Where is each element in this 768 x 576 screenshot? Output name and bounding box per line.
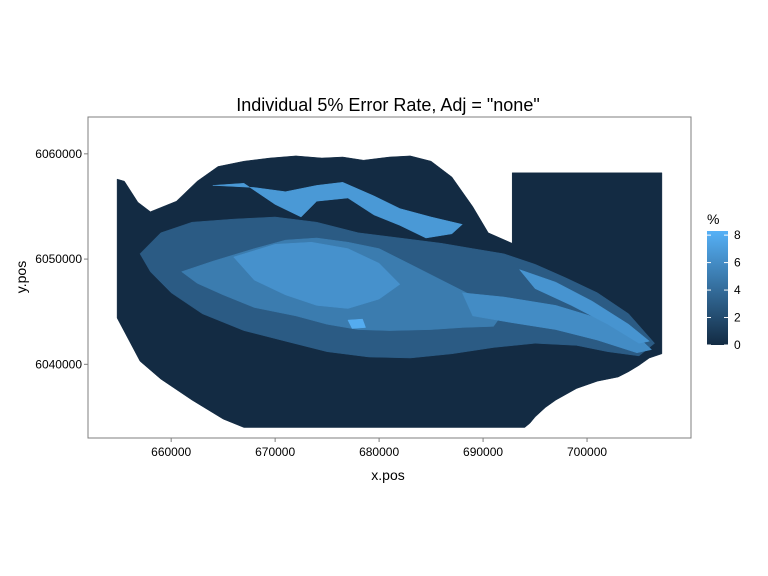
y-axis-title: y.pos: [13, 261, 29, 293]
heatmap-region-4: [212, 182, 463, 239]
legend-title: %: [707, 211, 719, 227]
x-tick-label: 670000: [255, 445, 295, 459]
legend-tick-label: 0: [734, 338, 741, 352]
heatmap-region-5: [461, 292, 653, 354]
x-tick-label: 680000: [359, 445, 399, 459]
legend-ticks: 0 2 4 6 8: [707, 228, 741, 352]
x-tick-label: 690000: [463, 445, 503, 459]
x-axis-title: x.pos: [371, 467, 404, 483]
y-axis-ticks: 6040000 6050000 6060000: [35, 147, 88, 371]
heatmap-region-3: [233, 241, 401, 309]
y-tick-label: 6050000: [35, 252, 82, 266]
y-tick-label: 6040000: [35, 357, 82, 371]
x-tick-label: 700000: [567, 445, 607, 459]
color-legend: % 0 2 4 6 8: [707, 211, 741, 352]
heatmap-regions: [116, 155, 663, 428]
legend-tick-label: 4: [734, 283, 741, 297]
legend-tick-label: 8: [734, 228, 741, 242]
chart-title: Individual 5% Error Rate, Adj = "none": [236, 95, 539, 115]
heatmap-region-6: [518, 269, 650, 344]
legend-tick-label: 2: [734, 311, 741, 325]
x-tick-label: 660000: [151, 445, 191, 459]
heatmap-region-7: [347, 318, 366, 329]
legend-tick-label: 6: [734, 256, 741, 270]
legend-colorbar: [707, 231, 728, 345]
y-tick-label: 6060000: [35, 147, 82, 161]
x-axis-ticks: 660000 670000 680000 690000 700000: [151, 438, 607, 459]
